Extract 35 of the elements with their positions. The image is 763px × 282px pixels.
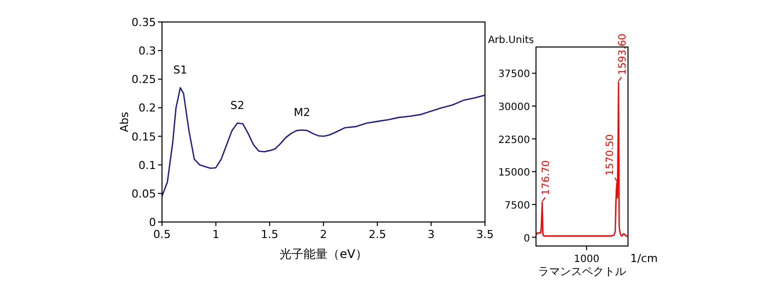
- x-tick-label: 1: [212, 228, 220, 241]
- annotation: S1: [173, 64, 188, 77]
- annotation: 1593.60: [618, 34, 629, 75]
- y-tick-label: 0.35: [132, 16, 156, 29]
- y-tick-label: 0.1: [138, 158, 156, 172]
- y-tick-label: 7500: [504, 200, 530, 212]
- y-tick-label: 30000: [498, 102, 530, 114]
- text: 1/cm: [630, 252, 658, 265]
- y-tick-label: 0.3: [138, 44, 156, 58]
- y-tick-label: 0.15: [132, 130, 156, 144]
- y-tick-label: 0: [524, 233, 530, 244]
- x-tick-label: 0.5: [153, 228, 171, 241]
- y-axis-title: Arb.Units: [488, 35, 534, 46]
- y-tick-label: 37500: [498, 69, 530, 80]
- annotation: 176.70: [541, 160, 552, 196]
- y-tick-label: 0: [149, 216, 156, 229]
- y-tick-label: 0.25: [132, 73, 156, 86]
- annotation: 1570.50: [604, 134, 616, 176]
- annotation: M2: [294, 106, 310, 119]
- x-tick-label: 3.5: [476, 228, 494, 241]
- x-axis-title: 光子能量（eV）: [280, 247, 368, 261]
- y-tick-label: 22500: [498, 134, 530, 146]
- x-tick-label: 3: [428, 228, 435, 241]
- x-tick-label: 2: [320, 228, 327, 241]
- x-axis-title: ラマンスペクトル: [538, 265, 626, 278]
- line-series: [162, 87, 485, 197]
- y-tick-label: 0.2: [138, 102, 156, 115]
- line-series: [536, 81, 628, 237]
- x-tick-label: 1.5: [260, 228, 278, 241]
- x-tick-label: 2.5: [368, 228, 386, 241]
- y-axis-title: Abs: [118, 112, 131, 132]
- y-tick-label: 0.05: [132, 187, 156, 200]
- x-tick-label: 1000: [574, 254, 600, 265]
- y-tick-label: 15000: [498, 168, 530, 179]
- annotation: S2: [230, 99, 244, 112]
